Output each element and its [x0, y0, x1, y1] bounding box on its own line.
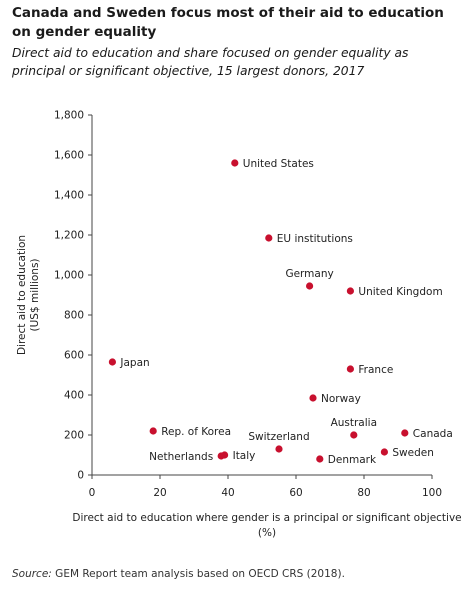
data-point [231, 159, 239, 167]
y-tick-label: 1,400 [54, 190, 84, 202]
data-point [275, 445, 283, 453]
source-note: Source: GEM Report team analysis based o… [12, 568, 345, 580]
point-label: United States [243, 158, 314, 170]
data-point [316, 455, 324, 463]
y-tick-label: 1,000 [54, 270, 84, 282]
chart-subtitle: Direct aid to education and share focuse… [12, 46, 409, 78]
y-tick-label: 0 [77, 470, 84, 482]
data-point [346, 365, 354, 373]
chart-title: Canada and Sweden focus most of their ai… [12, 5, 444, 40]
point-label: United Kingdom [358, 286, 442, 298]
point-label: Netherlands [149, 451, 213, 463]
point-label: Sweden [392, 447, 434, 459]
point-label: Australia [331, 417, 377, 429]
data-point [265, 234, 273, 242]
data-point [350, 431, 358, 439]
scatter-chart: 0 200 400 600 800 1,000 1,200 1,400 1,600 1,800 0 2… [16, 110, 462, 540]
y-axis-label: Direct aid to education [16, 235, 28, 355]
y-axis-label-unit: (US$ millions) [29, 258, 41, 331]
point-label: EU institutions [277, 233, 353, 245]
point-label: Switzerland [248, 431, 309, 443]
point-label: Japan [119, 357, 149, 369]
x-tick-label: 60 [289, 487, 302, 499]
source-label: Source: [12, 568, 52, 580]
data-point [108, 358, 116, 366]
axes: 0 200 400 600 800 1,000 1,200 1,400 1,600 1,800 0 2… [54, 110, 442, 500]
point-label: Denmark [328, 454, 377, 466]
y-tick-label: 1,200 [54, 230, 84, 242]
x-axis-label: Direct aid to education where gender is … [72, 512, 461, 524]
x-tick-label: 40 [221, 487, 234, 499]
x-tick-label: 0 [89, 487, 96, 499]
point-label: Canada [413, 428, 453, 440]
x-tick-label: 80 [357, 487, 370, 499]
source-text: GEM Report team analysis based on OECD C… [51, 568, 345, 580]
y-tick-label: 200 [64, 430, 84, 442]
y-tick-label: 1,800 [54, 110, 84, 122]
x-tick-label: 100 [422, 487, 442, 499]
data-point [380, 448, 388, 456]
point-label: Norway [321, 393, 361, 405]
data-point [401, 429, 409, 437]
point-label: Rep. of Korea [161, 426, 231, 438]
data-points [108, 159, 409, 463]
x-tick-label: 20 [153, 487, 166, 499]
data-point [149, 427, 157, 435]
data-point [306, 282, 314, 290]
y-tick-label: 1,600 [54, 150, 84, 162]
y-tick-label: 800 [64, 310, 84, 322]
x-axis-label-unit: (%) [258, 527, 276, 539]
point-labels: United States EU institutions Germany Unite… [119, 158, 452, 466]
y-tick-label: 600 [64, 350, 84, 362]
data-point [346, 287, 354, 295]
data-point [221, 451, 229, 459]
point-label: Germany [285, 268, 333, 280]
y-tick-label: 400 [64, 390, 84, 402]
data-point [309, 394, 317, 402]
point-label: France [358, 364, 393, 376]
point-label: Italy [233, 450, 256, 462]
